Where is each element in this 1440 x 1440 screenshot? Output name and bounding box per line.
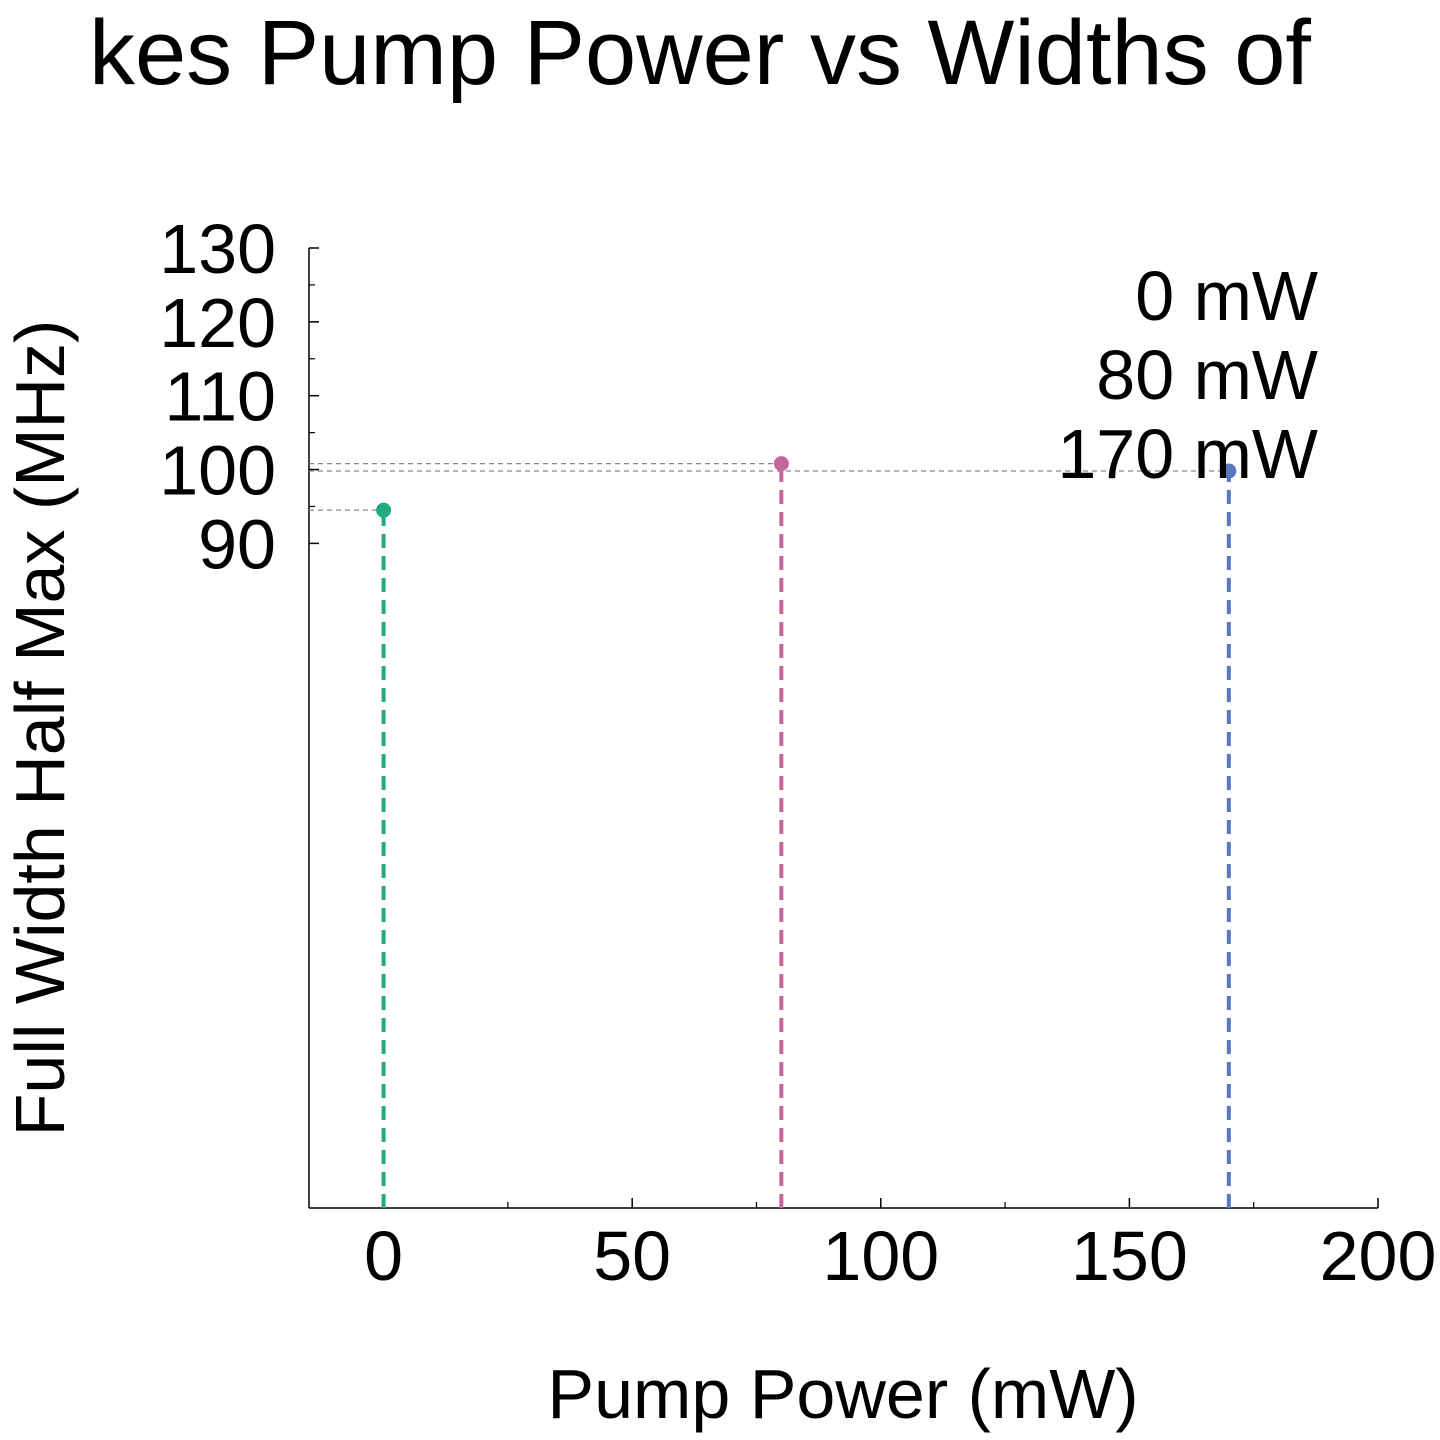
reference-lines (309, 463, 1229, 511)
x-tick-label: 50 (593, 1217, 671, 1295)
chart-title: kes Pump Power vs Widths of (89, 2, 1311, 104)
y-tick-label: 120 (159, 284, 276, 362)
series-markers (376, 456, 1237, 518)
series-stems (381, 463, 1231, 1208)
legend-entry: 80 mW (1096, 336, 1318, 414)
legend-entry: 170 mW (1057, 415, 1318, 493)
data-point-3 (1221, 463, 1237, 479)
x-tick-label: 150 (1071, 1217, 1188, 1295)
data-point-1 (376, 502, 392, 518)
legend-entry: 0 mW (1135, 257, 1318, 335)
x-axis-label: Pump Power (mW) (547, 1355, 1138, 1433)
y-tick-label: 110 (164, 358, 276, 436)
data-point-2 (773, 456, 789, 472)
x-tick-label: 200 (1320, 1217, 1437, 1295)
y-tick-label: 90 (198, 505, 276, 583)
x-tick-label: 0 (364, 1217, 403, 1295)
y-axis-label: Full Width Half Max (MHz) (1, 320, 79, 1137)
x-tick-label: 100 (822, 1217, 939, 1295)
y-tick-label: 100 (159, 432, 276, 510)
y-tick-label: 130 (159, 210, 276, 288)
